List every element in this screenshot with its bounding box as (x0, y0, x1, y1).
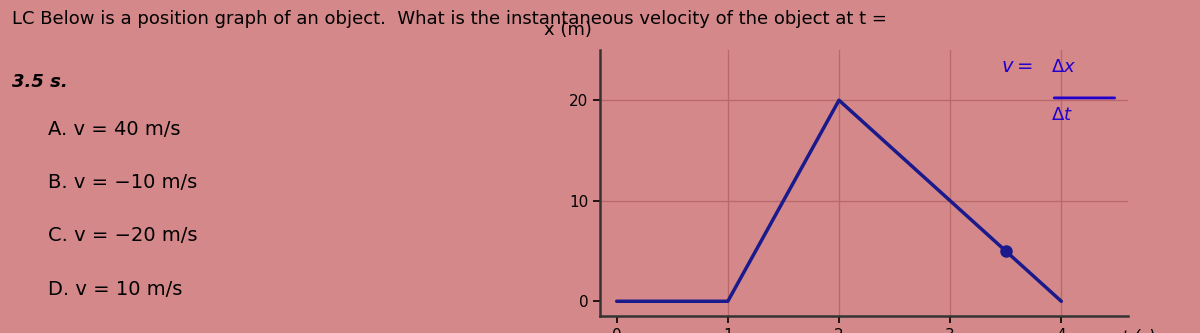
Text: 3.5 s.: 3.5 s. (12, 73, 67, 91)
Text: LC Below is a position graph of an object.  What is the instantaneous velocity o: LC Below is a position graph of an objec… (12, 10, 887, 28)
Text: A. v = 40 m/s: A. v = 40 m/s (48, 120, 180, 139)
Y-axis label: x (m): x (m) (545, 21, 593, 39)
Text: $\Delta x$: $\Delta x$ (1051, 58, 1076, 76)
Text: t (s): t (s) (1122, 329, 1156, 333)
Text: $v=$: $v=$ (1001, 58, 1033, 76)
Text: B. v = −10 m/s: B. v = −10 m/s (48, 173, 197, 192)
Text: $\Delta t$: $\Delta t$ (1051, 106, 1073, 124)
Text: C. v = −20 m/s: C. v = −20 m/s (48, 226, 198, 245)
Text: D. v = 10 m/s: D. v = 10 m/s (48, 280, 182, 299)
